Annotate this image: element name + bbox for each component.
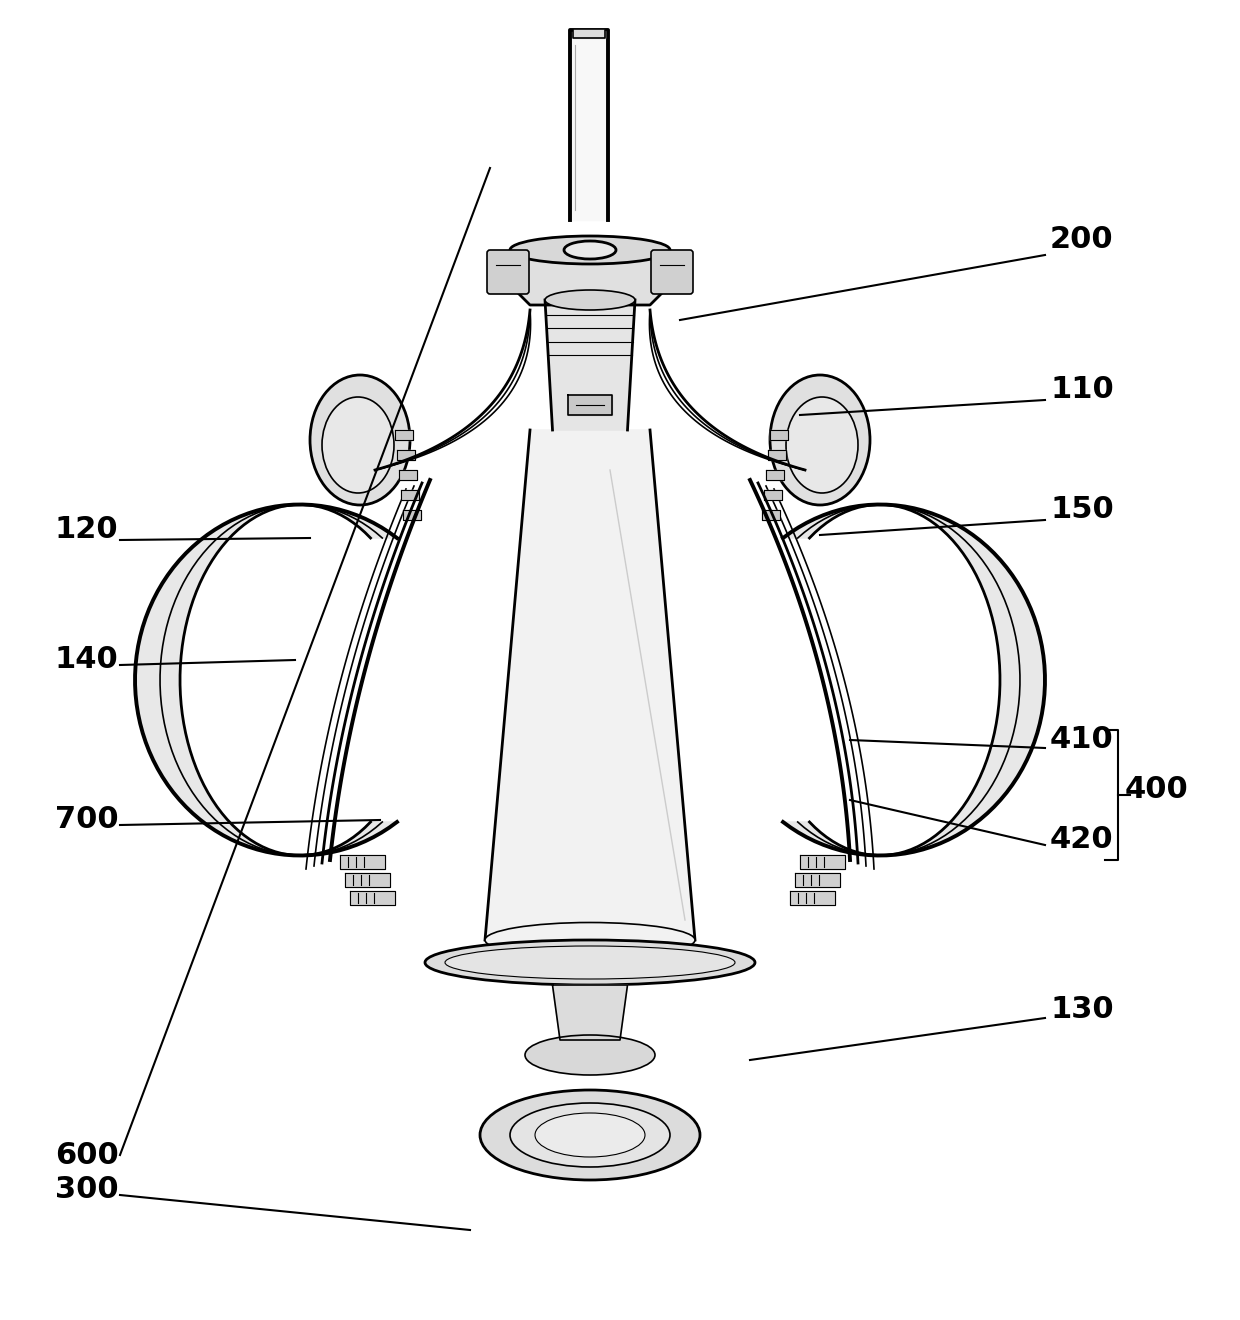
Polygon shape xyxy=(764,490,782,500)
FancyBboxPatch shape xyxy=(651,249,693,294)
Polygon shape xyxy=(570,30,608,220)
Text: 140: 140 xyxy=(55,645,119,675)
Polygon shape xyxy=(546,300,635,430)
Polygon shape xyxy=(135,504,397,855)
FancyBboxPatch shape xyxy=(487,249,529,294)
Ellipse shape xyxy=(770,375,870,506)
Ellipse shape xyxy=(510,1104,670,1167)
Text: 420: 420 xyxy=(1050,825,1114,854)
Ellipse shape xyxy=(525,1035,655,1074)
Polygon shape xyxy=(800,855,844,869)
Polygon shape xyxy=(573,30,605,38)
Ellipse shape xyxy=(546,290,635,310)
Ellipse shape xyxy=(485,923,694,957)
Text: 120: 120 xyxy=(55,516,119,544)
Text: 700: 700 xyxy=(55,805,119,834)
Polygon shape xyxy=(350,891,396,906)
Text: 150: 150 xyxy=(1050,495,1114,524)
Polygon shape xyxy=(782,504,1045,855)
Polygon shape xyxy=(795,873,839,887)
Ellipse shape xyxy=(786,397,858,492)
Text: 200: 200 xyxy=(1050,226,1114,255)
Ellipse shape xyxy=(510,236,670,264)
Polygon shape xyxy=(399,470,417,480)
Polygon shape xyxy=(396,430,413,440)
Ellipse shape xyxy=(445,946,735,979)
Polygon shape xyxy=(403,510,422,520)
Ellipse shape xyxy=(534,1113,645,1158)
Text: 400: 400 xyxy=(1125,776,1189,804)
Polygon shape xyxy=(770,430,787,440)
Polygon shape xyxy=(763,510,780,520)
Polygon shape xyxy=(510,246,670,305)
Ellipse shape xyxy=(480,1090,701,1180)
Polygon shape xyxy=(790,891,835,906)
Text: 600: 600 xyxy=(55,1140,119,1170)
Polygon shape xyxy=(345,873,391,887)
Polygon shape xyxy=(568,395,613,414)
Polygon shape xyxy=(485,430,694,940)
Ellipse shape xyxy=(322,397,394,492)
Ellipse shape xyxy=(564,242,616,259)
Polygon shape xyxy=(397,450,415,459)
Polygon shape xyxy=(401,490,419,500)
Text: 130: 130 xyxy=(1050,995,1114,1024)
Polygon shape xyxy=(340,855,384,869)
Polygon shape xyxy=(553,985,627,1040)
Ellipse shape xyxy=(310,375,410,506)
Text: 300: 300 xyxy=(55,1176,119,1204)
Text: 410: 410 xyxy=(1050,726,1114,755)
Polygon shape xyxy=(766,470,784,480)
Text: 110: 110 xyxy=(1050,375,1114,404)
Polygon shape xyxy=(768,450,786,459)
Ellipse shape xyxy=(425,940,755,985)
